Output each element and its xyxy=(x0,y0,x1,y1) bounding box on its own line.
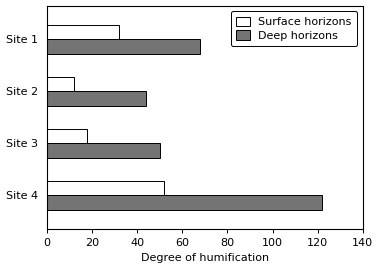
Legend: Surface horizons, Deep horizons: Surface horizons, Deep horizons xyxy=(230,11,357,47)
Bar xyxy=(47,180,164,195)
Bar xyxy=(47,143,160,158)
Bar xyxy=(47,77,74,91)
Bar xyxy=(47,25,119,39)
Bar xyxy=(47,91,146,106)
X-axis label: Degree of humification: Degree of humification xyxy=(141,253,269,263)
Bar xyxy=(47,129,87,143)
Bar xyxy=(47,39,200,54)
Bar xyxy=(47,195,322,210)
